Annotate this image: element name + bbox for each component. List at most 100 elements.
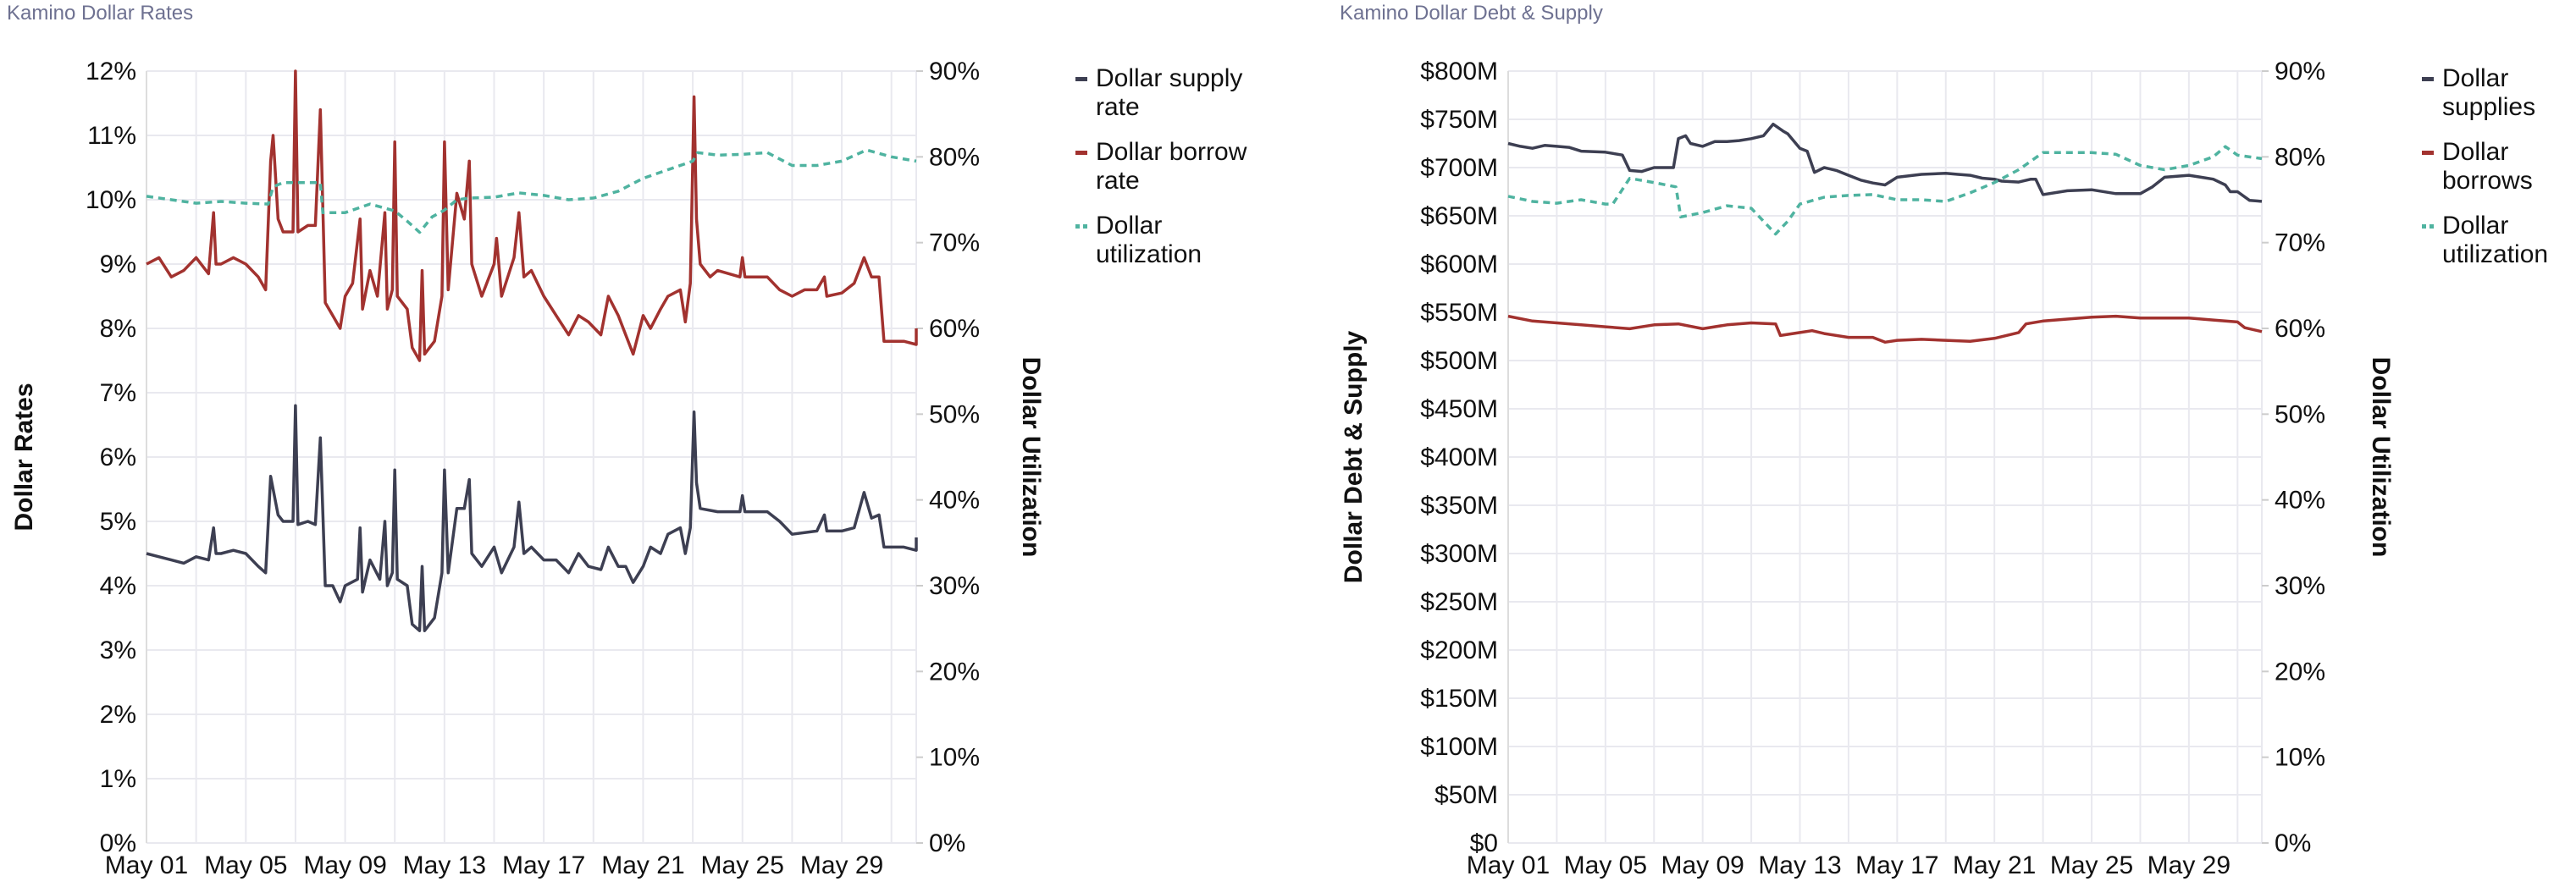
y2-tick-label: 50% [929, 400, 980, 428]
y-tick-label: $500M [1420, 347, 1498, 375]
x-tick-label: May 09 [1661, 851, 1744, 879]
y-tick-label: 8% [100, 315, 136, 343]
y2-tick-label: 10% [929, 744, 980, 772]
legend-swatch [1075, 77, 1087, 81]
y2-axis-title: Dollar Utilization [2367, 357, 2395, 558]
y-tick-label: $0 [1470, 829, 1498, 857]
series-line-dollar-borrows [1507, 314, 2263, 344]
y-tick-label: 6% [100, 444, 136, 471]
chart-rates: 0% 1% 2% 3% 4% 5% 6% 7% 8% 9% 10% 11% 12% 0% 10% 20% 30%… [10, 58, 1045, 879]
legend-item-utilization[interactable]: Dollar utilization [1075, 212, 1270, 269]
y2-tick-label: 60% [2275, 315, 2325, 343]
y-tick-label: $250M [1420, 588, 1498, 616]
x-tick-label: May 01 [105, 851, 188, 879]
y2-tick-label: 40% [929, 487, 980, 515]
y-tick-label: 9% [100, 251, 136, 278]
x-tick-label: May 05 [204, 851, 287, 879]
legend-item-borrow-rate[interactable]: Dollar borrow rate [1075, 138, 1270, 196]
y-tick-label: 1% [100, 765, 136, 793]
chart-title-debt-supply: Kamino Dollar Debt & Supply [1340, 2, 1603, 25]
y2-tick-label: 30% [929, 572, 980, 600]
x-tick-label: May 21 [601, 851, 684, 879]
legend-item-utilization[interactable]: Dollar utilization [2422, 212, 2570, 269]
legend-label: Dollar utilization [1096, 212, 1202, 268]
y2-tick-label: 0% [2275, 829, 2311, 857]
legend-swatch [2422, 151, 2434, 155]
x-tick-label: May 21 [1953, 851, 2036, 879]
x-tick-label: May 25 [2050, 851, 2133, 879]
legend-label: Dollar supplies [2442, 64, 2536, 121]
x-tick-label: May 29 [2148, 851, 2231, 879]
legend-label: Dollar borrow rate [1096, 138, 1247, 195]
y2-axis-title: Dollar Utilization [1017, 357, 1045, 558]
y-tick-label: 5% [100, 508, 136, 536]
x-tick-label: May 13 [403, 851, 486, 879]
legend-rates: Dollar supply rate Dollar borrow rate Do… [1075, 64, 1270, 285]
y2-tick-label: 20% [2275, 658, 2325, 686]
x-tick-label: May 17 [502, 851, 585, 879]
y2-tick-label: 50% [2275, 400, 2325, 428]
y-tick-label: $100M [1420, 733, 1498, 761]
y2-tick-label: 80% [2275, 143, 2325, 171]
y-tick-label: 12% [86, 58, 136, 85]
y2-tick-label: 30% [2275, 572, 2325, 600]
y2-tick-label: 0% [929, 829, 965, 857]
series-line-dollar-utilization [1507, 145, 2263, 236]
legend-swatch [1075, 224, 1087, 229]
y-tick-label: $450M [1420, 395, 1498, 423]
x-tick-label: May 05 [1564, 851, 1647, 879]
y-tick-label: $350M [1420, 492, 1498, 520]
y-tick-label: $50M [1434, 781, 1498, 809]
y-tick-label: 2% [100, 701, 136, 729]
legend-debt-supply: Dollar supplies Dollar borrows Dollar ut… [2422, 64, 2570, 285]
legend-swatch [2422, 77, 2434, 81]
y2-tick-label: 20% [929, 658, 980, 686]
y2-tick-label: 90% [2275, 58, 2325, 85]
x-tick-label: May 17 [1855, 851, 1938, 879]
legend-label: Dollar borrows [2442, 138, 2533, 195]
y-tick-label: $650M [1420, 202, 1498, 230]
y-tick-label: 3% [100, 636, 136, 664]
y-tick-label: $200M [1420, 636, 1498, 664]
y-tick-label: 11% [87, 122, 136, 150]
x-tick-label: May 29 [800, 851, 883, 879]
x-tick-label: May 09 [303, 851, 386, 879]
series-line-dollar-utilization [146, 148, 917, 234]
y2-tick-label: 70% [2275, 229, 2325, 257]
y2-tick-label: 70% [929, 229, 980, 257]
legend-item-supplies[interactable]: Dollar supplies [2422, 64, 2570, 122]
legend-swatch [1075, 151, 1087, 155]
y-tick-label: 0% [100, 829, 136, 857]
legend-label: Dollar supply rate [1096, 64, 1243, 121]
series-line-dollar-supply-rate [146, 404, 918, 632]
y-axis-title: Dollar Rates [10, 383, 38, 531]
y-tick-label: $700M [1420, 154, 1498, 182]
y-tick-label: $150M [1420, 685, 1498, 713]
legend-item-borrows[interactable]: Dollar borrows [2422, 138, 2570, 196]
legend-label: Dollar utilization [2442, 212, 2549, 268]
y2-tick-label: 40% [2275, 487, 2325, 515]
y-tick-label: 4% [100, 572, 136, 600]
x-tick-label: May 25 [701, 851, 784, 879]
y2-tick-label: 80% [929, 143, 980, 171]
y-tick-label: $600M [1420, 251, 1498, 278]
y-tick-label: $400M [1420, 444, 1498, 471]
y-axis-title: Dollar Debt & Supply [1340, 331, 1368, 584]
legend-item-supply-rate[interactable]: Dollar supply rate [1075, 64, 1270, 122]
y-tick-label: $750M [1420, 106, 1498, 134]
y2-tick-label: 90% [929, 58, 980, 85]
y-tick-label: $800M [1420, 58, 1498, 85]
y2-tick-label: 10% [2275, 744, 2325, 772]
chart-title-rates: Kamino Dollar Rates [7, 2, 194, 25]
y-tick-label: $300M [1420, 540, 1498, 568]
chart-debt-supply: $0 $50M $100M $150M $200M $250M $300M $350M $400… [1340, 58, 2395, 879]
series-line-dollar-supplies [1507, 122, 2263, 203]
x-tick-label: May 13 [1758, 851, 1841, 879]
y-tick-label: $550M [1420, 299, 1498, 327]
series-line-dollar-borrow-rate [146, 69, 918, 362]
y-tick-label: 7% [100, 379, 136, 407]
x-tick-label: May 01 [1467, 851, 1550, 879]
y2-tick-label: 60% [929, 315, 980, 343]
y-tick-label: 10% [86, 186, 136, 214]
